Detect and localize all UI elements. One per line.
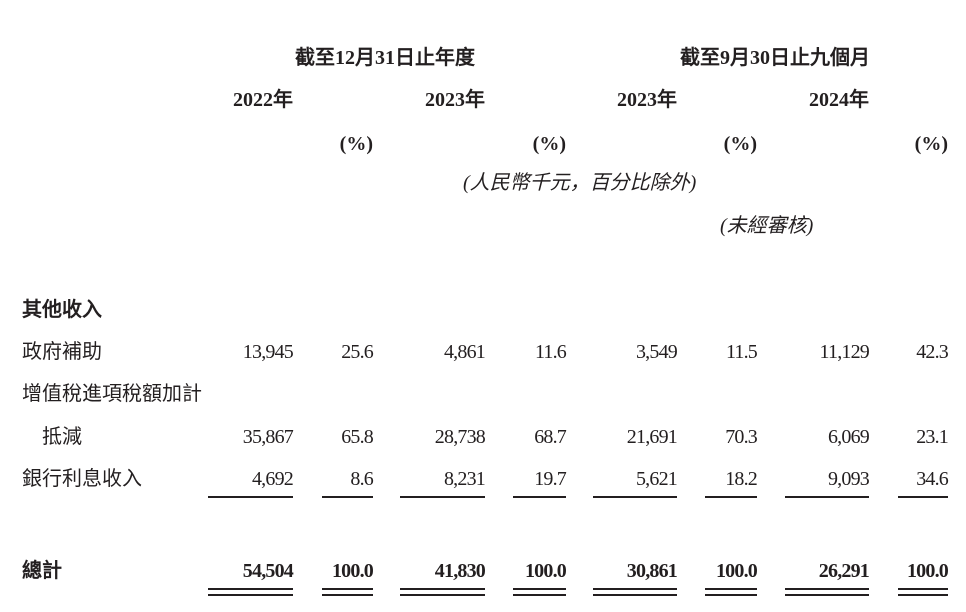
row-label: 銀行利息收入 — [22, 468, 142, 490]
total-double-underline — [400, 588, 485, 596]
total-percent-cell: 100.0 — [524, 560, 567, 582]
percent-cell: 11.6 — [534, 341, 567, 363]
total-amount-cell: 30,861 — [626, 560, 678, 582]
total-double-underline — [705, 588, 757, 596]
total-percent-cell: 100.0 — [715, 560, 758, 582]
percent-cell: 18.2 — [725, 468, 758, 490]
subtotal-underline — [898, 496, 948, 498]
percent-cell: 34.6 — [916, 468, 949, 490]
total-double-underline — [513, 588, 566, 596]
amount-cell: 6,069 — [827, 426, 870, 448]
amount-cell: 3,549 — [635, 341, 678, 363]
percent-cell: 70.3 — [725, 426, 758, 448]
pct-header: (%) — [723, 133, 757, 155]
year-header: 2023年 — [617, 89, 677, 111]
subtotal-underline — [513, 496, 566, 498]
total-amount-cell: 41,830 — [434, 560, 486, 582]
subtotal-underline — [400, 496, 485, 498]
year-header: 2024年 — [809, 89, 869, 111]
amount-cell: 9,093 — [827, 468, 870, 490]
header-year-ended: 截至12月31日止年度 — [295, 47, 475, 69]
total-amount-cell: 26,291 — [818, 560, 870, 582]
total-amount-cell: 54,504 — [242, 560, 294, 582]
pct-header: (%) — [914, 133, 948, 155]
section-title: 其他收入 — [22, 299, 102, 321]
percent-cell: 65.8 — [341, 426, 374, 448]
unaudited-note: (未經審核) — [720, 215, 814, 237]
percent-cell: 25.6 — [341, 341, 374, 363]
row-label: 增值稅進項稅額加計 — [22, 383, 202, 405]
amount-cell: 5,621 — [635, 468, 678, 490]
total-double-underline — [898, 588, 948, 596]
total-double-underline — [322, 588, 373, 596]
pct-header: (%) — [339, 133, 373, 155]
year-header: 2023年 — [425, 89, 485, 111]
percent-cell: 11.5 — [725, 341, 758, 363]
total-label: 總計 — [22, 560, 62, 582]
pct-header: (%) — [532, 133, 566, 155]
subtotal-underline — [785, 496, 869, 498]
subtotal-underline — [593, 496, 677, 498]
total-percent-cell: 100.0 — [331, 560, 374, 582]
total-double-underline — [785, 588, 869, 596]
percent-cell: 68.7 — [534, 426, 567, 448]
amount-cell: 11,129 — [819, 341, 870, 363]
total-double-underline — [593, 588, 677, 596]
subtotal-underline — [322, 496, 373, 498]
percent-cell: 19.7 — [534, 468, 567, 490]
amount-cell: 21,691 — [626, 426, 678, 448]
total-double-underline — [208, 588, 293, 596]
percent-cell: 8.6 — [350, 468, 373, 490]
amount-cell: 28,738 — [434, 426, 486, 448]
year-header: 2022年 — [233, 89, 293, 111]
row-label-continued: 抵減 — [42, 426, 82, 448]
amount-cell: 4,861 — [443, 341, 486, 363]
total-percent-cell: 100.0 — [906, 560, 949, 582]
amount-cell: 4,692 — [251, 468, 294, 490]
amount-cell: 35,867 — [242, 426, 294, 448]
subtotal-underline — [208, 496, 293, 498]
header-nine-months: 截至9月30日止九個月 — [680, 47, 870, 69]
amount-cell: 13,945 — [242, 341, 294, 363]
percent-cell: 23.1 — [916, 426, 949, 448]
percent-cell: 42.3 — [916, 341, 949, 363]
amount-cell: 8,231 — [443, 468, 486, 490]
row-label: 政府補助 — [22, 341, 102, 363]
subtotal-underline — [705, 496, 757, 498]
unit-note: (人民幣千元，百分比除外) — [463, 172, 697, 194]
